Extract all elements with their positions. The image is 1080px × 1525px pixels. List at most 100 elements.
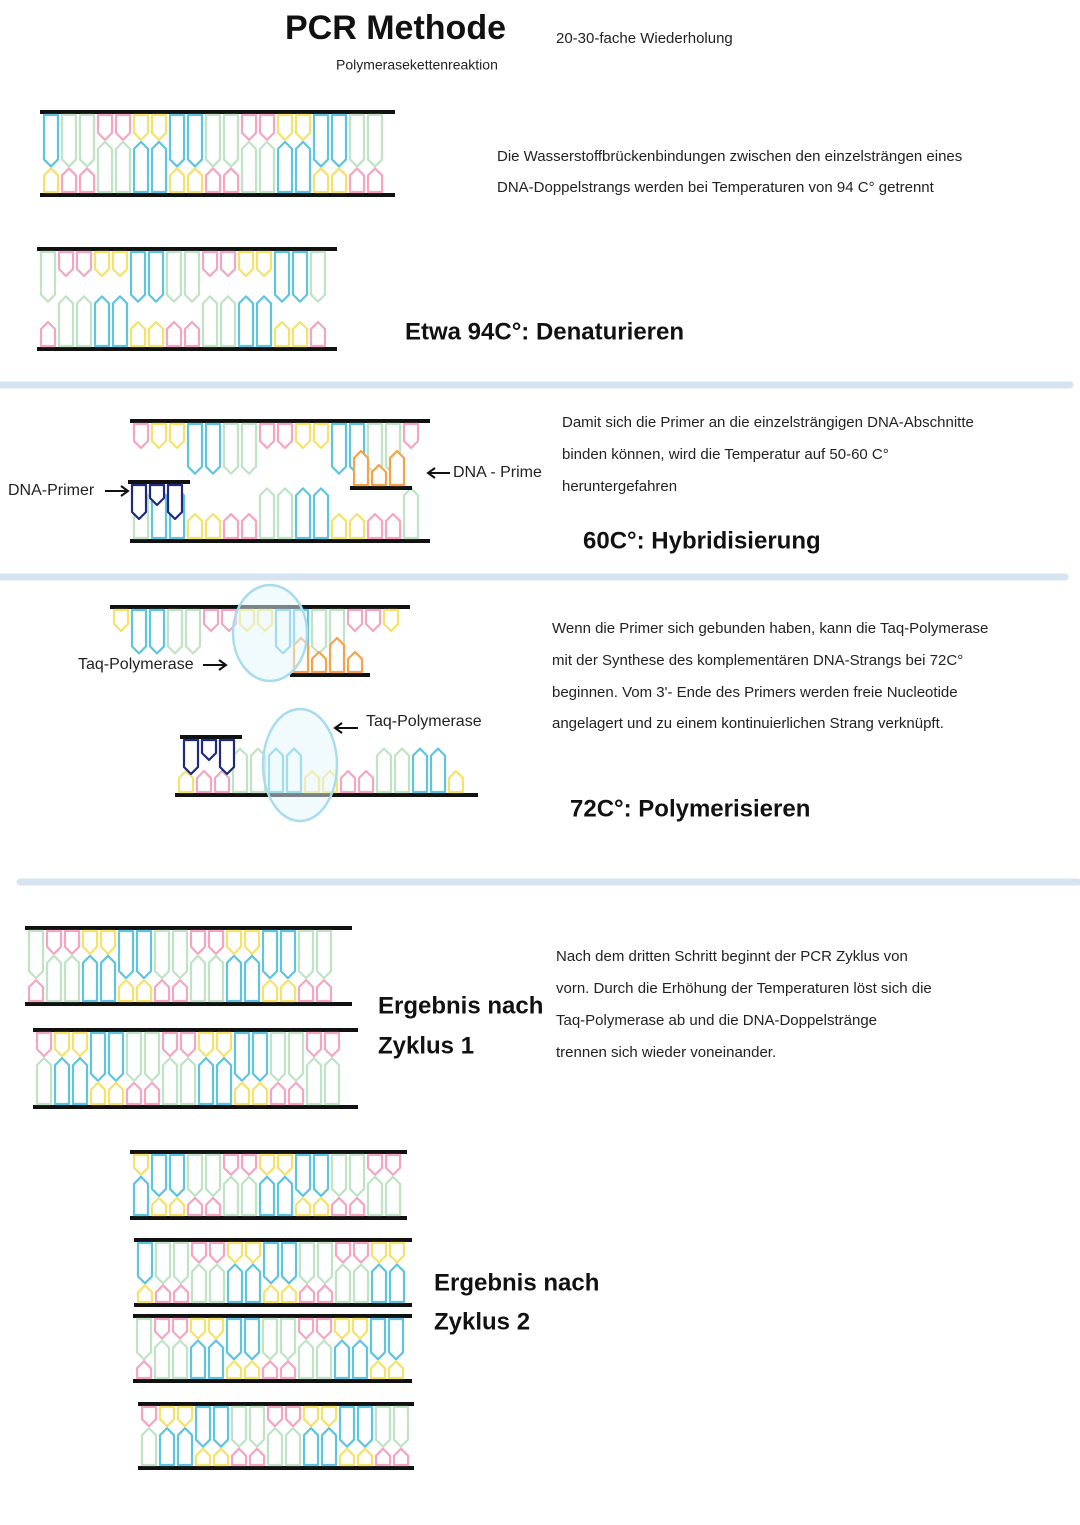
nucleotide bbox=[266, 1405, 284, 1428]
nucleotide bbox=[370, 463, 388, 487]
nucleotide bbox=[179, 1031, 197, 1058]
nucleotide bbox=[154, 1284, 172, 1304]
nucleotide bbox=[166, 483, 184, 521]
nucleotide bbox=[218, 738, 236, 776]
nucleotide bbox=[132, 422, 150, 450]
nucleotide bbox=[366, 1175, 384, 1217]
nucleotide bbox=[375, 747, 393, 794]
description: trennen sich wieder voneinander. bbox=[556, 1044, 776, 1061]
nucleotide bbox=[279, 1360, 297, 1380]
nucleotide bbox=[261, 1360, 279, 1380]
nucleotide bbox=[168, 1153, 186, 1198]
nucleotide bbox=[262, 1284, 280, 1304]
nucleotide bbox=[315, 1339, 333, 1380]
nucleotide bbox=[352, 449, 370, 487]
nucleotide bbox=[392, 1405, 410, 1448]
nucleotide bbox=[27, 979, 45, 1003]
nucleotide bbox=[447, 769, 465, 794]
nucleotide bbox=[207, 1339, 225, 1380]
nucleotide bbox=[225, 1360, 243, 1380]
nucleotide bbox=[197, 1031, 215, 1058]
nucleotide bbox=[388, 1241, 406, 1264]
nucleotide bbox=[189, 1317, 207, 1340]
nucleotide bbox=[356, 1405, 374, 1448]
nucleotide bbox=[222, 422, 240, 475]
nucleotide bbox=[284, 1405, 302, 1428]
nucleotide bbox=[93, 295, 111, 348]
nucleotide bbox=[111, 295, 129, 348]
nucleotide bbox=[215, 1031, 233, 1058]
nucleotide bbox=[112, 608, 130, 633]
nucleotide bbox=[374, 1405, 392, 1448]
nucleotide bbox=[190, 1241, 208, 1264]
nucleotide bbox=[312, 167, 330, 194]
nucleotide bbox=[273, 320, 291, 348]
nucleotide bbox=[294, 113, 312, 141]
nucleotide bbox=[93, 250, 111, 278]
nucleotide bbox=[243, 1360, 261, 1380]
nucleotide bbox=[212, 1405, 230, 1448]
subtitle: Polymerasekettenreaktion bbox=[336, 57, 498, 73]
nucleotide bbox=[78, 113, 96, 168]
nucleotide bbox=[135, 1317, 153, 1361]
nucleotide bbox=[309, 320, 327, 348]
nucleotide bbox=[154, 1241, 172, 1285]
nucleotide bbox=[276, 113, 294, 141]
nucleotide bbox=[370, 1241, 388, 1264]
nucleotide bbox=[148, 483, 166, 507]
nucleotide bbox=[135, 1360, 153, 1380]
nucleotide bbox=[71, 1057, 89, 1106]
nucleotide bbox=[366, 512, 384, 540]
nucleotide bbox=[330, 422, 348, 475]
nucleotide bbox=[261, 979, 279, 1003]
nucleotide bbox=[276, 1175, 294, 1217]
nucleotide bbox=[35, 1031, 53, 1058]
nucleotide bbox=[132, 113, 150, 141]
nucleotide bbox=[186, 1196, 204, 1217]
nucleotide bbox=[99, 954, 117, 1003]
nucleotide bbox=[189, 929, 207, 955]
nucleotide bbox=[312, 422, 330, 450]
nucleotide bbox=[177, 769, 195, 794]
nucleotide bbox=[225, 1317, 243, 1361]
nucleotide bbox=[81, 929, 99, 955]
nucleotide bbox=[161, 1031, 179, 1058]
nucleotide bbox=[384, 1153, 402, 1176]
nucleotide bbox=[114, 140, 132, 194]
nucleotide bbox=[251, 1081, 269, 1106]
nucleotide bbox=[261, 1317, 279, 1361]
nucleotide bbox=[143, 1031, 161, 1082]
nucleotide bbox=[168, 422, 186, 450]
nucleotide bbox=[75, 295, 93, 348]
nucleotide bbox=[364, 608, 382, 633]
nucleotide bbox=[171, 929, 189, 980]
nucleotide bbox=[42, 167, 60, 194]
nucleotide bbox=[207, 954, 225, 1003]
nucleotide bbox=[150, 1196, 168, 1217]
nucleotide bbox=[315, 929, 333, 980]
nucleotide bbox=[176, 1405, 194, 1428]
nucleotide bbox=[225, 954, 243, 1003]
nucleotide bbox=[323, 1031, 341, 1058]
nucleotide bbox=[312, 487, 330, 540]
nucleotide bbox=[136, 1241, 154, 1285]
nucleotide bbox=[244, 1263, 262, 1304]
nucleotide bbox=[96, 140, 114, 194]
nucleotide bbox=[183, 250, 201, 303]
nucleotide bbox=[374, 1447, 392, 1467]
nucleotide bbox=[348, 512, 366, 540]
label: Taq-Polymerase bbox=[78, 656, 194, 673]
nucleotide bbox=[297, 979, 315, 1003]
label: DNA-Primer bbox=[8, 482, 95, 499]
nucleotide bbox=[204, 167, 222, 194]
nucleotide bbox=[280, 1241, 298, 1285]
nucleotide bbox=[276, 487, 294, 540]
nucleotide bbox=[53, 1031, 71, 1058]
nucleotide bbox=[35, 1057, 53, 1106]
nucleotide bbox=[237, 295, 255, 348]
nucleotide bbox=[348, 167, 366, 194]
nucleotide bbox=[352, 1263, 370, 1304]
nucleotide bbox=[153, 1317, 171, 1340]
nucleotide bbox=[302, 1405, 320, 1428]
nucleotide bbox=[258, 487, 276, 540]
